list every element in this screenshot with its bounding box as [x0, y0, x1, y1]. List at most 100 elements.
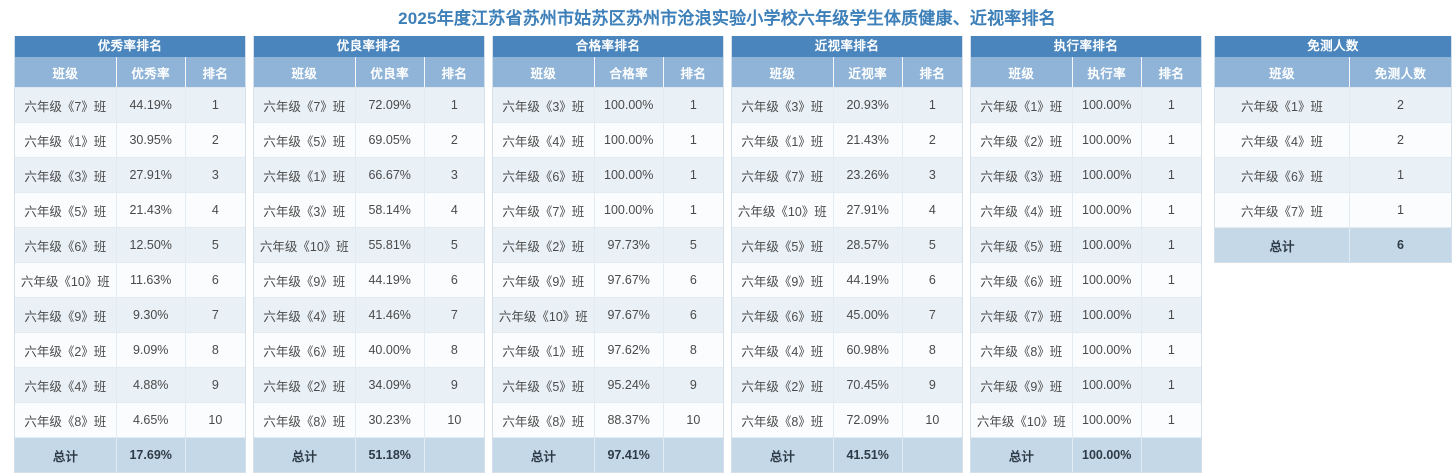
total-value	[902, 437, 962, 472]
value-cell: 1	[1141, 262, 1201, 298]
value-cell: 20.93%	[833, 87, 903, 123]
table-row[interactable]: 六年级《10》班 27.91% 4	[732, 192, 962, 228]
table-row[interactable]: 六年级《4》班 100.00% 1	[971, 192, 1201, 228]
class-name-cell: 六年级《9》班	[493, 262, 595, 298]
column-header[interactable]: 排名	[185, 57, 245, 88]
table-row[interactable]: 六年级《9》班 97.67% 6	[493, 262, 723, 298]
table-row[interactable]: 六年级《10》班 55.81% 5	[254, 227, 484, 263]
table-row[interactable]: 六年级《1》班 30.95% 2	[15, 122, 245, 158]
table-row[interactable]: 六年级《2》班 70.45% 9	[732, 367, 962, 403]
class-name-cell: 六年级《8》班	[15, 402, 117, 438]
column-header[interactable]: 班级	[732, 57, 834, 88]
value-cell: 4	[424, 192, 484, 228]
table-row[interactable]: 六年级《7》班 1	[1215, 192, 1451, 228]
value-cell: 6	[185, 262, 245, 298]
table-row[interactable]: 六年级《5》班 28.57% 5	[732, 227, 962, 263]
class-name-cell: 六年级《8》班	[254, 402, 356, 438]
total-label: 总计	[732, 437, 834, 472]
table-row[interactable]: 六年级《2》班 34.09% 9	[254, 367, 484, 403]
table-row[interactable]: 六年级《1》班 2	[1215, 87, 1451, 123]
value-cell: 60.98%	[833, 332, 903, 368]
table-row[interactable]: 六年级《2》班 97.73% 5	[493, 227, 723, 263]
table-row[interactable]: 六年级《8》班 4.65% 10	[15, 402, 245, 438]
table-row[interactable]: 六年级《4》班 41.46% 7	[254, 297, 484, 333]
value-cell: 1	[902, 87, 962, 123]
column-header[interactable]: 优良率	[355, 57, 425, 88]
ranking-table-6: 免测人数 班级 免测人数 六年级《1》班 2 六年级《4》班 2 六年级《6》班 1 六年级《7》…	[1214, 36, 1452, 263]
column-header[interactable]: 班级	[1215, 57, 1351, 88]
column-header[interactable]: 执行率	[1072, 57, 1142, 88]
class-name-cell: 六年级《3》班	[493, 87, 595, 123]
table-row[interactable]: 六年级《3》班 100.00% 1	[971, 157, 1201, 193]
class-name-cell: 六年级《9》班	[732, 262, 834, 298]
table-row[interactable]: 六年级《4》班 100.00% 1	[493, 122, 723, 158]
column-header[interactable]: 近视率	[833, 57, 903, 88]
table-row[interactable]: 六年级《7》班 100.00% 1	[971, 297, 1201, 333]
table-row[interactable]: 六年级《9》班 44.19% 6	[254, 262, 484, 298]
column-header[interactable]: 排名	[1141, 57, 1201, 88]
table-row[interactable]: 六年级《2》班 100.00% 1	[971, 122, 1201, 158]
table-row[interactable]: 六年级《4》班 4.88% 9	[15, 367, 245, 403]
table-row[interactable]: 六年级《4》班 60.98% 8	[732, 332, 962, 368]
table-row[interactable]: 六年级《9》班 9.30% 7	[15, 297, 245, 333]
table-row[interactable]: 六年级《10》班 100.00% 1	[971, 402, 1201, 438]
column-header[interactable]: 免测人数	[1349, 57, 1451, 88]
value-cell: 100.00%	[1072, 402, 1142, 438]
table-row[interactable]: 六年级《8》班 72.09% 10	[732, 402, 962, 438]
column-header[interactable]: 班级	[15, 57, 117, 88]
table-row[interactable]: 六年级《4》班 2	[1215, 122, 1451, 158]
table-row[interactable]: 六年级《7》班 100.00% 1	[493, 192, 723, 228]
table-row[interactable]: 六年级《3》班 20.93% 1	[732, 87, 962, 123]
class-name-cell: 六年级《5》班	[971, 227, 1073, 263]
value-cell: 2	[902, 122, 962, 158]
table-row[interactable]: 六年级《6》班 45.00% 7	[732, 297, 962, 333]
column-header[interactable]: 班级	[254, 57, 356, 88]
table-row[interactable]: 六年级《5》班 100.00% 1	[971, 227, 1201, 263]
table-row[interactable]: 六年级《6》班 1	[1215, 157, 1451, 193]
table-row[interactable]: 六年级《7》班 23.26% 3	[732, 157, 962, 193]
table-title: 免测人数	[1215, 36, 1451, 57]
table-row[interactable]: 六年级《10》班 11.63% 6	[15, 262, 245, 298]
column-header[interactable]: 排名	[663, 57, 723, 88]
table-row[interactable]: 六年级《5》班 21.43% 4	[15, 192, 245, 228]
table-row[interactable]: 六年级《1》班 21.43% 2	[732, 122, 962, 158]
value-cell: 10	[902, 402, 962, 438]
table-row[interactable]: 六年级《8》班 100.00% 1	[971, 332, 1201, 368]
table-row[interactable]: 六年级《5》班 95.24% 9	[493, 367, 723, 403]
table-row[interactable]: 六年级《6》班 100.00% 1	[493, 157, 723, 193]
column-header[interactable]: 优秀率	[116, 57, 186, 88]
class-name-cell: 六年级《9》班	[254, 262, 356, 298]
column-header[interactable]: 班级	[493, 57, 595, 88]
table-row[interactable]: 六年级《9》班 44.19% 6	[732, 262, 962, 298]
table-row[interactable]: 六年级《10》班 97.67% 6	[493, 297, 723, 333]
class-name-cell: 六年级《1》班	[15, 122, 117, 158]
table-row[interactable]: 六年级《5》班 69.05% 2	[254, 122, 484, 158]
table-row[interactable]: 六年级《6》班 12.50% 5	[15, 227, 245, 263]
table-row[interactable]: 六年级《1》班 66.67% 3	[254, 157, 484, 193]
class-name-cell: 六年级《5》班	[493, 367, 595, 403]
value-cell: 41.46%	[355, 297, 425, 333]
column-header[interactable]: 排名	[424, 57, 484, 88]
table-row[interactable]: 六年级《3》班 58.14% 4	[254, 192, 484, 228]
table-row[interactable]: 六年级《2》班 9.09% 8	[15, 332, 245, 368]
table-row[interactable]: 六年级《1》班 100.00% 1	[971, 87, 1201, 123]
value-cell: 44.19%	[833, 262, 903, 298]
table-row[interactable]: 六年级《6》班 100.00% 1	[971, 262, 1201, 298]
column-header[interactable]: 合格率	[594, 57, 664, 88]
table-row[interactable]: 六年级《3》班 100.00% 1	[493, 87, 723, 123]
ranking-tables-container: 优秀率排名 班级 优秀率 排名 六年级《7》班 44.19% 1 六年级《1》班 30.95% 2…	[0, 36, 1454, 473]
total-value: 51.18%	[355, 437, 425, 472]
table-title: 优秀率排名	[15, 36, 245, 57]
table-row[interactable]: 六年级《7》班 44.19% 1	[15, 87, 245, 123]
column-header[interactable]: 班级	[971, 57, 1073, 88]
table-row[interactable]: 六年级《3》班 27.91% 3	[15, 157, 245, 193]
table-row[interactable]: 六年级《1》班 97.62% 8	[493, 332, 723, 368]
total-value	[185, 437, 245, 472]
table-row[interactable]: 六年级《8》班 30.23% 10	[254, 402, 484, 438]
column-header[interactable]: 排名	[902, 57, 962, 88]
table-row[interactable]: 六年级《7》班 72.09% 1	[254, 87, 484, 123]
table-row[interactable]: 六年级《8》班 88.37% 10	[493, 402, 723, 438]
table-row[interactable]: 六年级《9》班 100.00% 1	[971, 367, 1201, 403]
table-row[interactable]: 六年级《6》班 40.00% 8	[254, 332, 484, 368]
class-name-cell: 六年级《4》班	[15, 367, 117, 403]
